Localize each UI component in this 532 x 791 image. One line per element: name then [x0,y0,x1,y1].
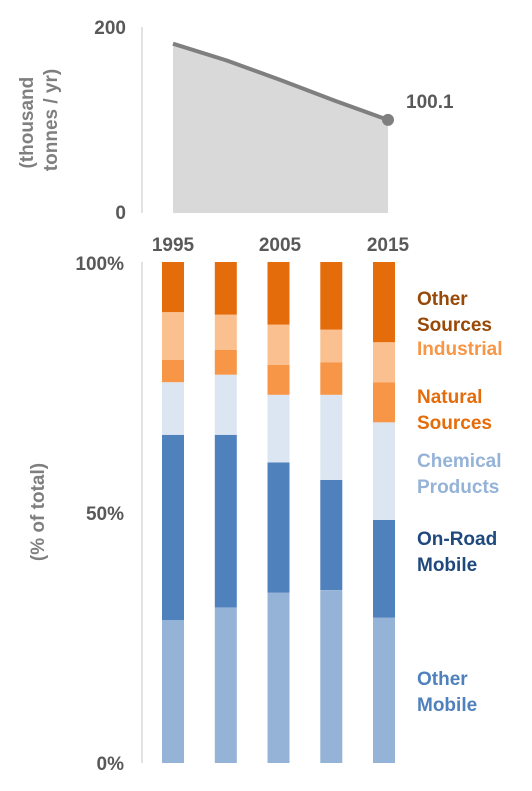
bar-segment-natural-sources-2015 [373,382,395,423]
bar-segment-chemical-products-2005 [267,394,290,463]
bar-segment-other-mobile-1995 [162,620,184,763]
area-y-axis-label: (thousand tonnes / yr) [17,69,62,171]
bar-segment-other-mobile-2000 [214,607,237,763]
area-x-tick-1995: 1995 [152,235,195,256]
bar-segment-chemical-products-2015 [373,422,395,520]
bar-legend: Other Sources Industrial Natural Sources Chem… [417,289,503,716]
bar-y-tick-50: 50% [86,504,124,525]
legend-line: Products [417,477,499,498]
legend-line: Other [417,669,468,690]
bar-y-tick-0: 0% [97,754,125,775]
legend-line: Mobile [417,555,477,576]
bar-segment-natural-sources-2010 [320,362,343,395]
legend-line: Industrial [417,339,503,360]
bar-segment-other-sources-2010 [320,262,343,330]
area-chart: 100.1 200 0 (thousand tonnes / yr) 1995 … [17,18,454,256]
area-y-axis-label-line-2: tonnes / yr) [41,69,62,171]
bar-y-axis-label: (% of total) [28,463,49,561]
bar-segment-other-mobile-2010 [320,590,343,763]
bar-segment-other-sources-1995 [162,262,184,313]
area-x-tick-2005: 2005 [259,235,302,256]
area-x-tick-2015: 2015 [367,235,410,256]
legend-item-natural-sources: Natural Sources [417,387,492,434]
bar-stacks [162,262,395,763]
legend-line: On-Road [417,529,497,550]
legend-line: Chemical [417,451,501,472]
legend-item-on-road-mobile: On-Road Mobile [417,529,497,576]
bar-segment-natural-sources-1995 [162,359,184,383]
bar-segment-industrial-2015 [373,342,395,383]
bar-segment-on-road-mobile-2010 [320,479,343,591]
bar-segment-industrial-2000 [214,314,237,350]
legend-line: Natural [417,387,482,408]
bar-segment-natural-sources-2005 [267,364,290,395]
area-y-tick-max: 200 [94,18,126,39]
bar-segment-industrial-2005 [267,324,290,365]
bar-segment-chemical-products-1995 [162,382,184,435]
area-y-axis-label-line-1: (thousand [17,77,38,169]
stacked-bar-chart: 100% 50% 0% (% of total) Other Sources Ind… [28,254,503,775]
area-series-fill [173,43,388,214]
area-end-marker [382,113,394,126]
legend-item-industrial: Industrial [417,339,503,360]
legend-item-other-sources: Other Sources [417,289,492,336]
bar-y-tick-100: 100% [75,254,124,275]
bar-segment-on-road-mobile-1995 [162,434,184,621]
bar-segment-chemical-products-2010 [320,394,343,480]
bar-segment-other-mobile-2005 [267,592,290,763]
bar-segment-other-sources-2015 [373,262,395,343]
bar-segment-on-road-mobile-2015 [373,520,395,618]
legend-line: Sources [417,413,492,434]
bar-segment-other-sources-2005 [267,262,290,325]
area-y-tick-min: 0 [115,203,126,224]
bar-segment-natural-sources-2000 [214,349,237,375]
bar-segment-other-mobile-2015 [373,617,395,763]
bar-segment-chemical-products-2000 [214,374,237,435]
bar-segment-on-road-mobile-2000 [214,434,237,608]
area-end-label: 100.1 [406,92,454,113]
legend-line: Other [417,289,468,310]
area-series-line [172,41,389,122]
bar-segment-other-sources-2000 [214,262,237,315]
bar-segment-industrial-1995 [162,312,184,360]
legend-line: Mobile [417,695,477,716]
legend-item-chemical-products: Chemical Products [417,451,501,498]
legend-line: Sources [417,315,492,336]
bar-segment-industrial-2010 [320,329,343,363]
bar-segment-on-road-mobile-2005 [267,462,290,593]
legend-item-other-mobile: Other Mobile [417,669,477,716]
